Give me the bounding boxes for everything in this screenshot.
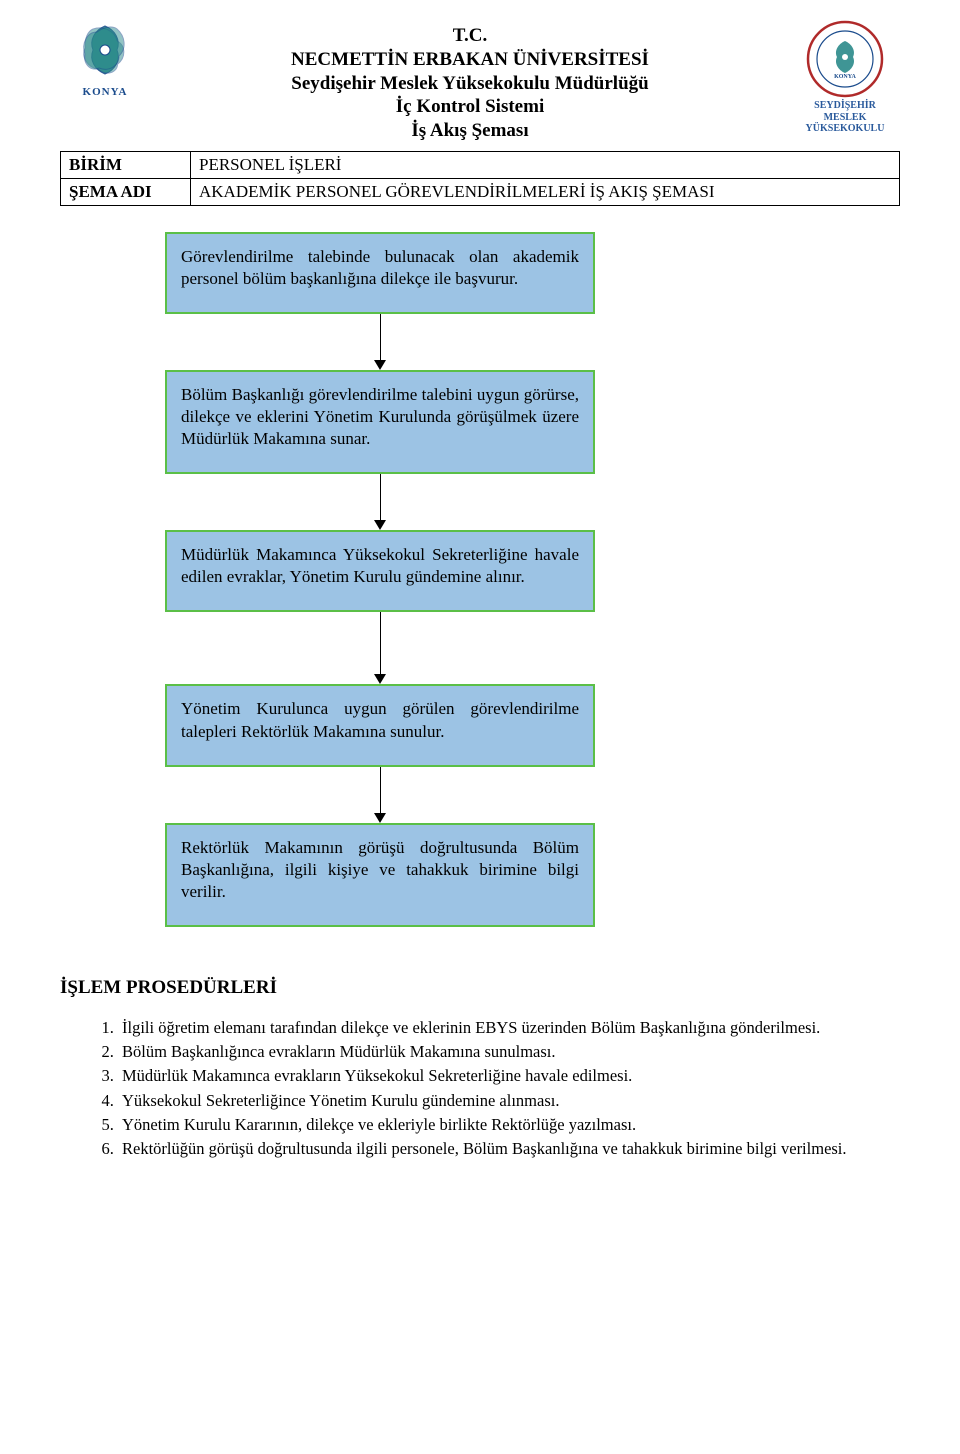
header-line-2: NECMETTİN ERBAKAN ÜNİVERSİTESİ [150,48,790,72]
flow-arrow [374,767,386,823]
info-table: BİRİM PERSONEL İŞLERİ ŞEMA ADI AKADEMİK … [60,151,900,206]
logo-left: KONYA [60,20,150,98]
birim-value: PERSONEL İŞLERİ [191,151,900,178]
konya-logo-icon [70,20,140,84]
flow-arrow [374,474,386,530]
list-item: Bölüm Başkanlığınca evrakların Müdürlük … [118,1041,900,1063]
flow-box: Bölüm Başkanlığı görevlendirilme talebin… [165,370,595,474]
sema-value: AKADEMİK PERSONEL GÖREVLENDİRİLMELERİ İŞ… [191,178,900,205]
procedures-title: İŞLEM PROSEDÜRLERİ [60,977,900,999]
flow-arrow [374,314,386,370]
flow-box: Müdürlük Makamınca Yüksekokul Sekreterli… [165,530,595,612]
header-line-3: Seydişehir Meslek Yüksekokulu Müdürlüğü [150,72,790,96]
svg-text:KONYA: KONYA [834,74,856,80]
table-row: ŞEMA ADI AKADEMİK PERSONEL GÖREVLENDİRİL… [61,178,900,205]
logo-left-label: KONYA [83,86,128,98]
header-line-1: T.C. [150,24,790,48]
university-seal-icon: KONYA [806,20,884,98]
list-item: Yüksekokul Sekreterliğince Yönetim Kurul… [118,1090,900,1112]
list-item: Rektörlüğün görüşü doğrultusunda ilgili … [118,1138,900,1160]
list-item: Yönetim Kurulu Kararının, dilekçe ve ekl… [118,1114,900,1136]
sema-label: ŞEMA ADI [61,178,191,205]
header: KONYA T.C. NECMETTİN ERBAKAN ÜNİVERSİTES… [60,20,900,143]
list-item: Müdürlük Makamınca evrakların Yüksekokul… [118,1065,900,1087]
birim-label: BİRİM [61,151,191,178]
procedures-list: İlgili öğretim elemanı tarafından dilekç… [60,1017,900,1161]
procedures-section: İŞLEM PROSEDÜRLERİ İlgili öğretim eleman… [60,977,900,1161]
flow-box: Rektörlük Makamının görüşü doğrultusunda… [165,823,595,927]
table-row: BİRİM PERSONEL İŞLERİ [61,151,900,178]
flow-box: Yönetim Kurulunca uygun görülen görevlen… [165,684,595,766]
flow-arrow [374,612,386,684]
logo-right-label: SEYDİŞEHİR MESLEK YÜKSEKOKULU [790,100,900,135]
flow-box: Görevlendirilme talebinde bulunacak olan… [165,232,595,314]
header-line-4: İç Kontrol Sistemi [150,95,790,119]
header-title-block: T.C. NECMETTİN ERBAKAN ÜNİVERSİTESİ Seyd… [150,20,790,143]
header-line-5: İş Akış Şeması [150,119,790,143]
list-item: İlgili öğretim elemanı tarafından dilekç… [118,1017,900,1039]
flowchart: Görevlendirilme talebinde bulunacak olan… [140,232,620,927]
logo-right: KONYA SEYDİŞEHİR MESLEK YÜKSEKOKULU [790,20,900,135]
